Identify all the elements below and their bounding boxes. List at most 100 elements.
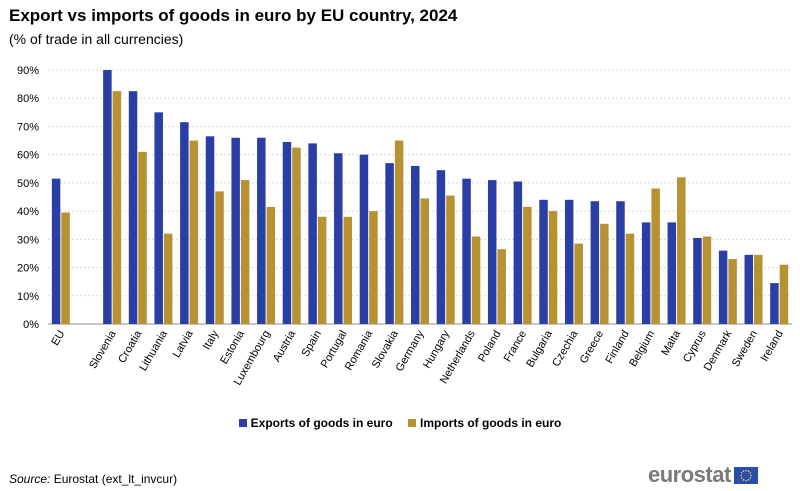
bar-imports: [651, 188, 660, 324]
bar-exports: [51, 178, 61, 324]
bar-imports: [548, 211, 558, 324]
bar-imports: [215, 191, 224, 324]
bar-exports: [257, 137, 266, 324]
y-tick-label: 20%: [17, 263, 39, 275]
bar-imports: [138, 151, 147, 324]
bar-imports: [189, 140, 199, 324]
bar-exports: [385, 163, 394, 324]
bar-exports: [513, 181, 523, 324]
x-tick-label: Austria: [271, 328, 299, 364]
bar-exports: [590, 201, 600, 324]
bar-imports: [317, 216, 327, 324]
x-tick-label: Spain: [300, 329, 324, 359]
flag-star: [740, 476, 743, 479]
bar-imports: [574, 243, 583, 324]
x-tick-label: Poland: [476, 329, 504, 365]
y-tick-label: 80%: [17, 93, 39, 105]
flag-star: [742, 469, 745, 472]
bar-exports: [770, 283, 779, 324]
bar-imports: [394, 140, 404, 324]
bar-imports: [677, 177, 686, 324]
legend-item-exports: Exports of goods in euro: [238, 416, 393, 430]
bar-imports: [240, 180, 250, 324]
source-note: Source: Eurostat (ext_lt_invcur): [9, 472, 177, 486]
bar-imports: [266, 206, 276, 324]
logo-text: eurostat: [648, 462, 731, 487]
flag-star: [740, 471, 743, 474]
flag-star: [744, 469, 747, 471]
legend-label-imports: Imports of goods in euro: [420, 416, 562, 430]
x-tick-label: Italy: [201, 328, 222, 352]
x-tick-label: France: [502, 329, 530, 365]
flag-star: [749, 476, 751, 479]
bar-exports: [667, 222, 677, 324]
x-tick-label: Finland: [603, 329, 631, 366]
bar-imports: [420, 198, 429, 324]
bar-exports: [359, 154, 369, 324]
bar-imports: [343, 216, 353, 324]
source-label: Source:: [9, 472, 51, 486]
flag-star: [744, 479, 747, 481]
x-tick-label: Malta: [659, 328, 683, 358]
bar-imports: [471, 236, 481, 324]
bar-exports: [308, 143, 317, 324]
bar-exports: [154, 112, 163, 324]
y-tick-label: 0%: [23, 319, 39, 331]
bar-imports: [292, 147, 301, 324]
bar-exports: [487, 180, 497, 324]
bar-imports: [779, 264, 789, 324]
x-tick-label: Slovenia: [87, 328, 119, 371]
x-tick-label: Czechia: [550, 328, 581, 369]
bar-imports: [112, 91, 122, 325]
bar-exports: [539, 199, 548, 324]
bar-imports: [523, 206, 532, 324]
bar-imports: [600, 223, 609, 324]
x-tick-label: Ireland: [759, 329, 786, 364]
y-tick-label: 60%: [17, 150, 39, 162]
y-tick-label: 50%: [17, 178, 39, 190]
y-tick-label: 90%: [17, 65, 39, 77]
x-tick-label: Croatia: [116, 328, 145, 365]
legend-swatch-imports: [408, 419, 417, 427]
bar-exports: [205, 136, 215, 324]
flag-star: [749, 474, 752, 476]
legend-item-imports: Imports of goods in euro: [408, 416, 561, 430]
bar-exports: [282, 141, 292, 324]
legend-swatch-exports: [238, 419, 247, 427]
x-tick-label: EU: [49, 328, 67, 347]
x-tick-label: Cyprus: [681, 328, 709, 365]
legend: Exports of goods in euro Imports of good…: [0, 416, 800, 430]
eurostat-logo: eurostat: [648, 462, 758, 488]
y-tick-label: 30%: [17, 234, 39, 246]
x-tick-label: Latvia: [171, 328, 197, 360]
flag-star: [739, 474, 742, 476]
bar-exports: [718, 250, 728, 324]
bar-exports: [616, 201, 625, 324]
bar-exports: [103, 70, 112, 324]
bar-chart: 0%10%20%30%40%50%60%70%80%90%EU SloveniaC…: [17, 65, 792, 387]
eu-flag-icon: [733, 466, 758, 484]
x-tick-label: Greece: [578, 329, 606, 366]
bar-exports: [436, 170, 446, 324]
bar-exports: [180, 122, 189, 324]
chart-subtitle: (% of trade in all currencies): [9, 31, 184, 47]
bar-exports: [564, 199, 574, 324]
bar-imports: [446, 195, 455, 324]
y-tick-label: 10%: [17, 291, 39, 303]
flag-star: [747, 469, 750, 472]
flag-star: [747, 478, 750, 481]
bar-imports: [163, 233, 173, 324]
bar-imports: [728, 259, 737, 324]
bar-exports: [128, 91, 138, 325]
bar-imports: [369, 211, 378, 324]
y-tick-label: 70%: [17, 121, 39, 133]
flag-star: [742, 478, 745, 481]
bar-imports: [754, 254, 763, 324]
chart-title: Export vs imports of goods in euro by EU…: [9, 6, 458, 25]
legend-label-exports: Exports of goods in euro: [250, 416, 393, 430]
bar-exports: [693, 237, 702, 324]
y-tick-label: 40%: [17, 206, 39, 218]
bar-exports: [462, 178, 471, 324]
bar-exports: [334, 153, 343, 324]
source-text: Eurostat (ext_lt_invcur): [50, 472, 178, 486]
